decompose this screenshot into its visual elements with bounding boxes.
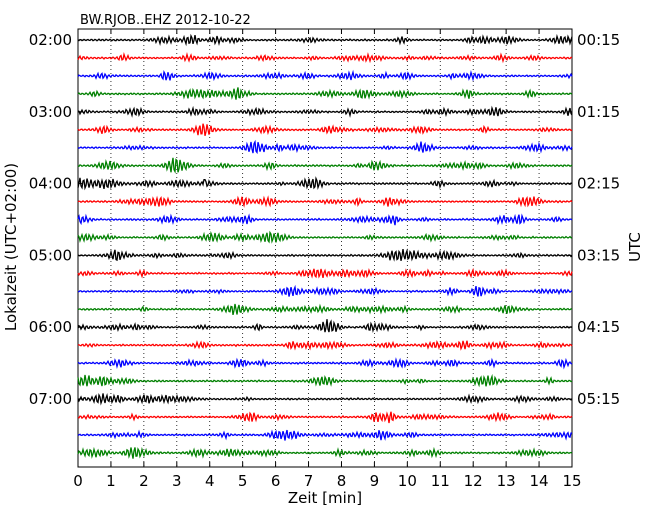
trace-line [77,248,573,262]
x-tick-label: 2 [139,472,149,490]
x-tick-label: 10 [398,472,417,490]
left-y-tick-label: 07:00 [29,390,72,408]
trace-line [77,340,573,351]
x-tick-label: 12 [464,472,483,490]
trace-line [77,411,573,424]
trace-line [77,195,573,208]
trace-line [77,284,573,297]
x-tick-label: 4 [205,472,215,490]
left-y-axis-ticks: 02:00 03:00 04:00 05:00 06:00 07:00 [29,31,83,408]
x-tick-label: 1 [106,472,116,490]
trace-line [77,319,573,334]
plot-frame [77,28,573,468]
trace-line [77,357,573,370]
trace-line [77,139,573,155]
x-tick-label: 11 [431,472,450,490]
right-y-tick-label: 00:15 [577,31,620,49]
x-tick-label: 8 [337,472,347,490]
right-y-tick-label: 05:15 [577,390,620,408]
trace-line [77,176,573,191]
left-y-tick-label: 05:00 [29,246,72,264]
trace-line [77,393,573,406]
left-y-axis-label: Lokalzeit (UTC+02:00) [2,163,20,331]
left-y-tick-label: 03:00 [29,103,72,121]
x-tick-label: 13 [497,472,516,490]
right-y-axis-label: UTC [626,232,644,262]
trace-line [77,33,573,47]
x-tick-label: 6 [271,472,281,490]
x-tick-label: 3 [172,472,182,490]
right-y-tick-label: 04:15 [577,318,620,336]
right-y-tick-label: 03:15 [577,246,620,264]
trace-line [77,303,573,316]
x-tick-label: 0 [73,472,83,490]
x-axis-label: Zeit [min] [288,489,362,507]
left-y-tick-label: 04:00 [29,175,72,193]
x-tick-label: 14 [530,472,549,490]
x-tick-label: 9 [370,472,380,490]
x-tick-label: 15 [562,472,581,490]
trace-line [77,52,573,64]
right-y-tick-label: 02:15 [577,175,620,193]
trace-line [77,123,573,136]
seismogram-traces [77,33,573,459]
trace-line [77,446,573,459]
chart-title: BW.RJOB..EHZ 2012-10-22 [80,13,251,28]
trace-line [77,429,573,441]
trace-line [77,105,573,118]
x-axis-ticks: 0 1 2 3 4 5 6 7 8 9 10 11 12 13 14 15 [73,29,582,490]
left-y-tick-label: 06:00 [29,318,72,336]
trace-line [77,373,573,388]
x-tick-label: 7 [304,472,314,490]
trace-line [77,267,573,279]
trace-line [77,87,573,100]
trace-line [77,157,573,174]
right-y-axis-ticks: 00:15 01:15 02:15 03:15 04:15 05:15 [567,31,620,408]
trace-line [77,213,573,226]
trace-line [77,69,573,82]
right-y-tick-label: 01:15 [577,103,620,121]
left-y-tick-label: 02:00 [29,31,72,49]
trace-line [77,230,573,244]
x-tick-label: 5 [238,472,248,490]
